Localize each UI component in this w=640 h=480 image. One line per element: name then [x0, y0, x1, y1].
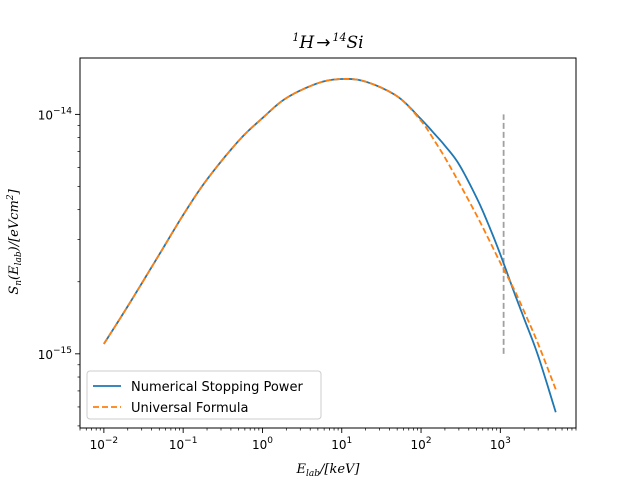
series-universal-formula [103, 78, 557, 390]
y-axis-label: Sn(Elab)/[eVcm2] [6, 188, 24, 294]
axes-frame [79, 57, 577, 429]
y-label-sub: n [14, 280, 24, 286]
x-label-main: E [296, 462, 307, 477]
y-label-main: S [7, 286, 22, 295]
title-part-1: H [298, 33, 315, 53]
x-tick-label: 10−1 [169, 436, 198, 452]
y-label-rest: )/[eVcm [7, 200, 22, 252]
x-tick-label: 103 [490, 436, 511, 452]
y-label-sub2: lab [14, 251, 24, 265]
title-part-2: Si [346, 33, 363, 53]
title-superscript-2: 14 [332, 31, 346, 44]
y-tick-label: 10−15 [38, 346, 72, 362]
chart-title: 1H → 14Si [292, 31, 363, 53]
y-label-end: ] [7, 188, 22, 195]
x-label-sub: lab [306, 469, 320, 479]
y-label-sup: 2 [6, 194, 16, 201]
x-tick-label: 101 [331, 436, 352, 452]
title-arrow: → [316, 33, 330, 53]
legend-label-numerical: Numerical Stopping Power [131, 380, 303, 395]
title-superscript-1: 1 [292, 31, 299, 44]
legend-box [86, 370, 322, 420]
y-label-paren: (E [7, 265, 22, 280]
x-axis-label: Elab/[keV] [296, 462, 361, 479]
x-tick-label: 10−2 [90, 436, 119, 452]
legend-label-universal: Universal Formula [131, 401, 248, 416]
x-tick-label: 102 [411, 436, 432, 452]
x-tick-label: 100 [252, 436, 273, 452]
plot-layer [103, 78, 557, 413]
y-tick-label: 10−14 [38, 106, 73, 122]
legend: Numerical Stopping Power Universal Formu… [86, 370, 322, 420]
x-label-rest: /[keV] [318, 462, 360, 477]
